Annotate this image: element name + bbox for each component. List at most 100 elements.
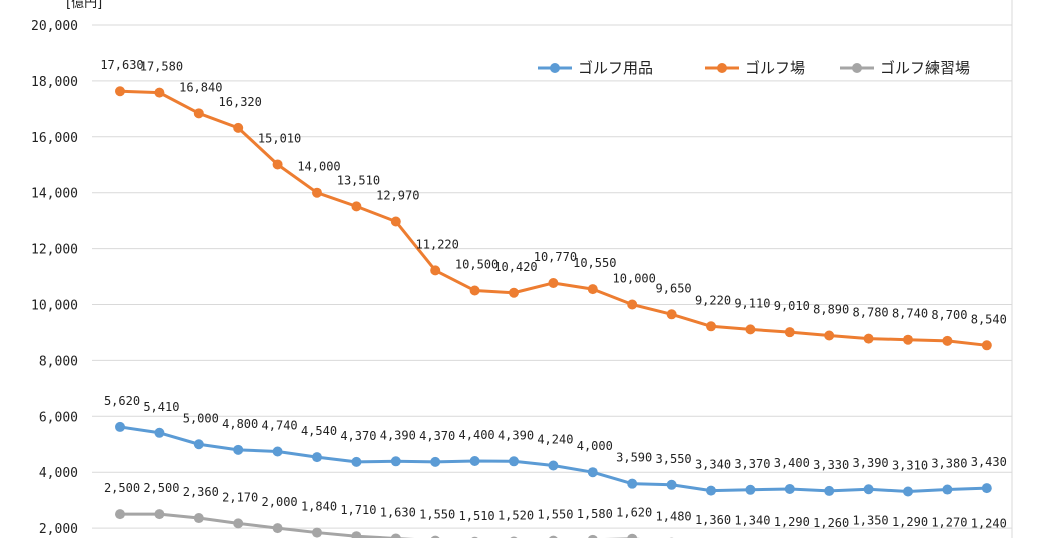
data-label: 1,290	[774, 515, 810, 529]
data-point	[312, 527, 322, 538]
data-label: 9,220	[695, 293, 731, 307]
data-point	[942, 484, 953, 495]
y-tick-label: 2,000	[39, 522, 78, 537]
data-point	[745, 484, 756, 495]
data-label: 3,590	[616, 451, 652, 465]
data-label: 11,220	[416, 237, 459, 251]
data-label: 4,390	[380, 428, 416, 442]
y-axis-ticks: 2,000 4,000 6,000 8,000 10,000 12,000 14,000 16…	[31, 19, 78, 537]
legend-marker	[852, 63, 862, 73]
data-label: 5,620	[104, 394, 140, 408]
data-point	[981, 483, 992, 494]
data-label: 8,740	[892, 307, 928, 321]
data-point	[115, 509, 125, 520]
data-label: 4,240	[537, 432, 573, 446]
data-point	[903, 486, 913, 497]
data-point	[824, 485, 835, 496]
data-label: 1,550	[419, 508, 455, 522]
series-line	[120, 512, 641, 538]
data-label: 1,270	[931, 516, 967, 530]
data-label: 3,370	[734, 457, 770, 471]
data-label: 10,770	[534, 250, 577, 264]
data-label: 10,550	[573, 256, 616, 270]
data-point	[469, 456, 480, 467]
data-label: 1,350	[853, 513, 889, 527]
data-label: 1,480	[656, 510, 692, 524]
data-point	[666, 309, 677, 320]
data-label: 9,110	[734, 296, 770, 310]
data-label: 1,620	[616, 506, 652, 520]
data-point	[548, 277, 559, 288]
data-label: 3,430	[971, 455, 1007, 469]
data-label: 14,000	[297, 160, 340, 174]
data-label: 3,340	[695, 458, 731, 472]
data-point	[784, 327, 795, 338]
y-tick-label: 6,000	[39, 410, 78, 425]
data-label: 1,520	[498, 509, 534, 523]
data-point	[863, 333, 874, 344]
data-point	[666, 479, 677, 490]
data-label: 2,500	[143, 481, 179, 495]
data-point	[390, 533, 401, 538]
data-point	[312, 187, 322, 198]
data-label: 17,580	[140, 60, 183, 74]
data-label: 1,360	[695, 513, 731, 527]
data-label: 12,970	[376, 188, 419, 202]
data-point	[587, 467, 598, 478]
data-label: 1,550	[537, 508, 573, 522]
data-label: 3,380	[931, 457, 967, 471]
data-point	[390, 456, 401, 467]
data-point	[824, 330, 835, 341]
data-point	[154, 509, 165, 520]
data-point	[627, 478, 638, 489]
data-label: 8,700	[931, 308, 967, 322]
data-label: 10,500	[455, 258, 498, 272]
data-label: 2,360	[183, 485, 219, 499]
data-point	[706, 485, 716, 496]
y-tick-label: 8,000	[39, 354, 78, 369]
data-label: 4,000	[577, 439, 613, 453]
legend-marker	[717, 63, 727, 73]
y-tick-label: 20,000	[31, 19, 78, 34]
data-label: 4,390	[498, 428, 534, 442]
gridlines	[92, 24, 1012, 529]
data-point	[351, 531, 362, 538]
data-point	[627, 533, 638, 538]
data-point	[981, 340, 992, 351]
data-label: 1,580	[577, 507, 613, 521]
data-point	[587, 284, 598, 295]
data-point	[942, 335, 953, 346]
data-label: 2,500	[104, 481, 140, 495]
data-label: 1,340	[734, 514, 770, 528]
data-label: 9,010	[774, 299, 810, 313]
data-label: 10,420	[494, 260, 537, 274]
y-axis-unit-label: [億円]	[66, 0, 102, 11]
data-label: 8,540	[971, 312, 1007, 326]
y-tick-label: 4,000	[39, 466, 78, 481]
data-point	[233, 518, 244, 529]
data-label: 4,800	[222, 417, 258, 431]
data-label: 13,510	[337, 173, 380, 187]
data-point	[351, 456, 362, 467]
data-label: 1,260	[813, 516, 849, 530]
data-label: 9,650	[656, 281, 692, 295]
legend-label: ゴルフ場	[745, 59, 805, 77]
data-point	[193, 439, 204, 450]
data-point	[784, 483, 795, 494]
data-point	[548, 460, 559, 471]
data-label: 3,390	[853, 456, 889, 470]
data-point	[193, 513, 204, 524]
data-point	[588, 534, 598, 538]
data-point	[233, 444, 244, 455]
data-point	[903, 334, 913, 345]
data-point	[509, 456, 519, 467]
data-label: 16,320	[219, 95, 262, 109]
data-point	[390, 216, 401, 227]
data-point	[549, 535, 558, 538]
data-label: 3,550	[656, 452, 692, 466]
data-point	[233, 122, 244, 133]
data-point	[154, 87, 165, 98]
y-tick-label: 14,000	[31, 187, 78, 202]
